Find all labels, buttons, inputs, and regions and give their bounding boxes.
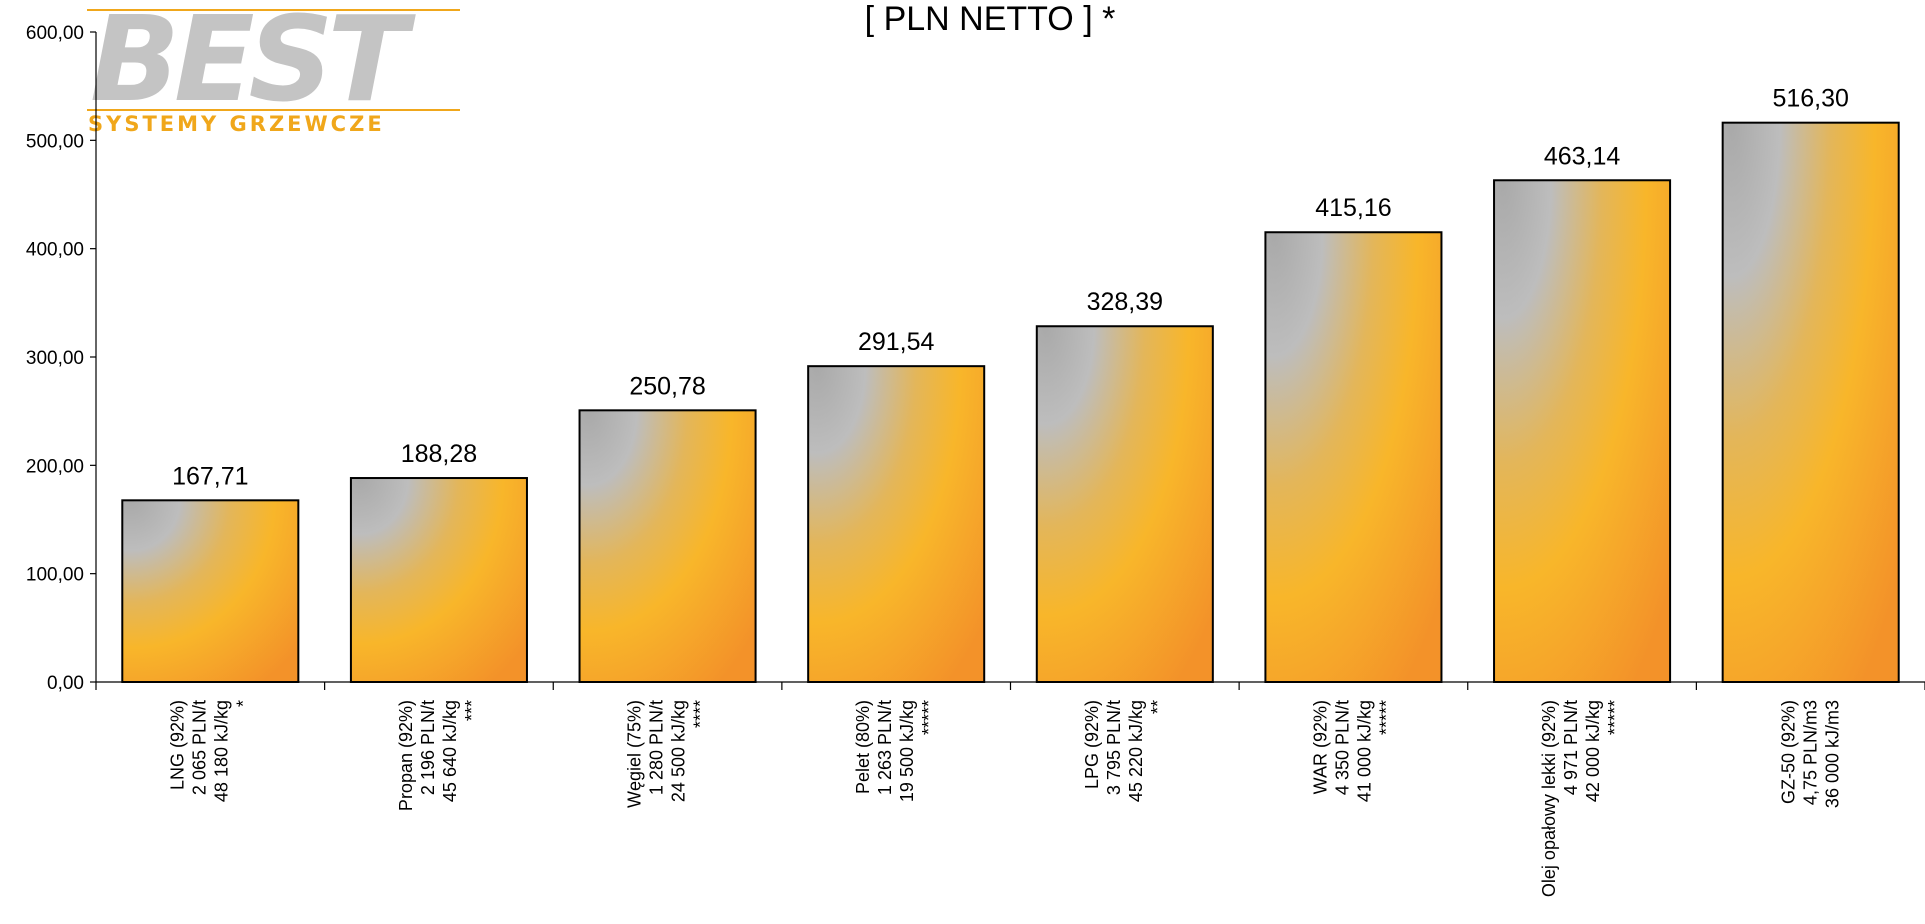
bar	[807, 365, 986, 683]
x-category-label: Propan (92%) 2 196 PLN/t 45 640 kJ/kg ***	[396, 700, 482, 811]
x-category-label-line: Propan (92%)	[396, 700, 416, 811]
x-category-label-line: 4 350 PLN/t	[1332, 700, 1352, 795]
x-category-label-line: 3 795 PLN/t	[1104, 700, 1124, 795]
data-label: 463,14	[1544, 142, 1621, 170]
bar	[1721, 121, 1900, 684]
x-category-label-line: 41 000 kJ/kg	[1354, 700, 1374, 802]
x-category-label-line: 1 280 PLN/t	[647, 700, 667, 795]
data-label: 167,71	[172, 462, 248, 490]
data-label: 516,30	[1772, 85, 1848, 113]
x-category-label: LNG (92%) 2 065 PLN/t 48 180 kJ/kg *	[167, 700, 253, 802]
x-category-label-line: GZ-50 (92%)	[1779, 700, 1799, 804]
bar	[1493, 179, 1672, 683]
logo-sub-text: SYSTEMY GRZEWCZE	[88, 112, 385, 136]
x-category-label-line: LNG (92%)	[167, 700, 187, 790]
x-category-label: LPG (92%) 3 795 PLN/t 45 220 kJ/kg **	[1082, 700, 1168, 802]
data-label: 328,39	[1087, 288, 1163, 316]
data-label: 415,16	[1315, 194, 1391, 222]
x-category-label-line: 1 263 PLN/t	[875, 700, 895, 795]
logo-main-text: BEST	[90, 0, 417, 128]
chart-title: [ PLN NETTO ] *	[865, 0, 1116, 38]
y-tick-label: 600,00	[26, 23, 84, 44]
x-category-label-line: 19 500 kJ/kg	[897, 700, 917, 802]
data-label: 250,78	[629, 372, 705, 400]
x-category-label-line: 4,75 PLN/m3	[1801, 700, 1821, 805]
x-category-label: Pelet (80%) 1 263 PLN/t 19 500 kJ/kg *****	[853, 700, 939, 802]
brand-logo: BEST SYSTEMY GRZEWCZE	[87, 0, 460, 136]
x-category-label-line: 42 000 kJ/kg	[1583, 700, 1603, 802]
y-tick-label: 400,00	[26, 240, 84, 261]
x-category-label-line: *****	[1376, 700, 1396, 735]
x-category-label: Olej opałowy lekki (92%) 4 971 PLN/t 42 00…	[1539, 700, 1625, 897]
x-category-label-line: WAR (92%)	[1310, 700, 1330, 794]
x-category-label-line: LPG (92%)	[1082, 700, 1102, 789]
bars-group	[121, 121, 1900, 684]
y-tick-label: 0,00	[47, 673, 84, 694]
x-category-label-line: ***	[462, 700, 482, 721]
bar	[1035, 325, 1214, 683]
y-tick-label: 200,00	[26, 456, 84, 477]
bar	[578, 409, 757, 683]
y-tick-label: 100,00	[26, 565, 84, 586]
x-category-label-line: 45 640 kJ/kg	[440, 700, 460, 802]
x-category-label-line: *****	[919, 700, 939, 735]
x-category-label-line: 24 500 kJ/kg	[669, 700, 689, 802]
x-category-label-line: Pelet (80%)	[853, 700, 873, 794]
x-category-label-line: *****	[1605, 700, 1625, 735]
x-category-label-line: 4 971 PLN/t	[1561, 700, 1581, 795]
x-category-label-line: ****	[691, 700, 711, 728]
bar	[121, 499, 300, 684]
x-category-label-line: 2 065 PLN/t	[189, 700, 209, 795]
data-label: 188,28	[401, 440, 477, 468]
bar	[349, 477, 528, 683]
y-tick-label: 300,00	[26, 348, 84, 369]
x-category-label-line: Węgiel (75%)	[625, 700, 645, 808]
x-category-label-line: Olej opałowy lekki (92%)	[1539, 700, 1559, 897]
x-category-label-line: 36 000 kJ/m3	[1823, 700, 1843, 808]
x-category-label-line: 2 196 PLN/t	[418, 700, 438, 795]
x-category-label: GZ-50 (92%) 4,75 PLN/m3 36 000 kJ/m3	[1779, 700, 1843, 808]
x-category-label-line: **	[1148, 700, 1168, 714]
labels-group: 167,71 LNG (92%) 2 065 PLN/t 48 180 kJ/kg * 1…	[167, 85, 1849, 897]
data-label: 291,54	[858, 328, 935, 356]
x-category-label: Węgiel (75%) 1 280 PLN/t 24 500 kJ/kg ****	[625, 700, 711, 808]
x-category-label: WAR (92%) 4 350 PLN/t 41 000 kJ/kg *****	[1310, 700, 1396, 802]
x-category-label-line: 45 220 kJ/kg	[1126, 700, 1146, 802]
y-tick-label: 500,00	[26, 131, 84, 152]
bar	[1264, 231, 1443, 683]
x-category-label-line: 48 180 kJ/kg	[211, 700, 231, 802]
x-category-label-line: *	[233, 700, 253, 707]
